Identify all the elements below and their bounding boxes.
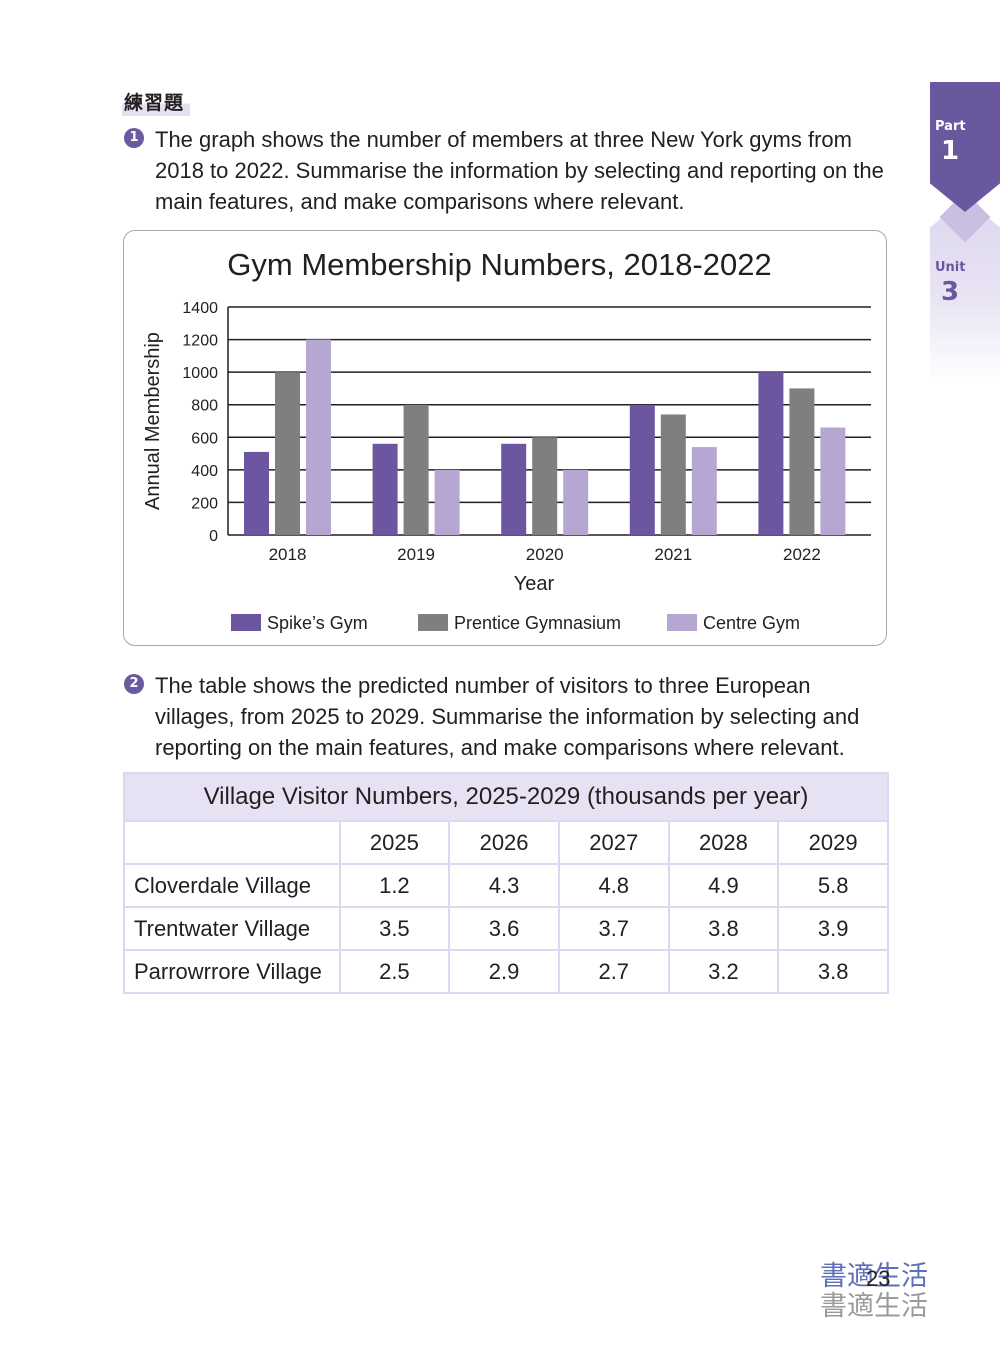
- logo-line-1: 書適生活: [820, 1261, 928, 1292]
- table-row: Parrowrrore Village 2.5 2.9 2.7 3.2 3.8: [123, 949, 889, 994]
- row-label: Trentwater Village: [123, 906, 341, 951]
- table-row: Trentwater Village 3.5 3.6 3.7 3.8 3.9: [123, 906, 889, 951]
- bar-2020-1: [532, 437, 558, 535]
- part-tab: [930, 82, 1000, 212]
- table-cell: 3.9: [777, 906, 889, 951]
- bar-2018-1: [275, 372, 300, 535]
- part-label: Part: [935, 119, 966, 134]
- table-cell: 4.8: [557, 863, 670, 908]
- exercise-heading: 練習題: [122, 88, 191, 116]
- column-header: 2028: [667, 820, 780, 865]
- table-cell: 3.8: [777, 949, 889, 994]
- bar-2019-1: [403, 404, 429, 535]
- row-label: Parrowrrore Village: [123, 949, 341, 994]
- y-tick-label: 800: [191, 398, 218, 415]
- y-tick-label: 1200: [182, 333, 218, 350]
- bar-2019-2: [434, 469, 460, 535]
- table-cell: 4.9: [667, 863, 780, 908]
- question-2-text: The table shows the predicted number of …: [155, 673, 860, 760]
- table-row: Cloverdale Village 1.2 4.3 4.8 4.9 5.8: [123, 863, 889, 908]
- table-cell: 3.8: [667, 906, 780, 951]
- table-cell: 2.7: [557, 949, 670, 994]
- table-cell: 3.7: [557, 906, 670, 951]
- y-tick-label: 1400: [182, 300, 218, 317]
- publisher-logo: 書適生活 書適生活: [820, 1262, 928, 1322]
- question-number-badge: 2: [124, 674, 144, 694]
- table-cell: 3.6: [448, 906, 560, 951]
- x-axis-label: Year: [514, 573, 555, 595]
- part-number: 1: [941, 136, 960, 166]
- bar-2020-0: [501, 443, 527, 535]
- legend-label: Centre Gym: [703, 613, 800, 633]
- bar-2019-0: [372, 443, 398, 535]
- y-tick-label: 0: [209, 528, 218, 545]
- x-tick-label: 2022: [783, 545, 821, 564]
- x-tick-label: 2021: [654, 545, 692, 564]
- x-tick-label: 2018: [269, 545, 307, 564]
- chart-title: Gym Membership Numbers, 2018-2022: [227, 247, 771, 282]
- row-label: Cloverdale Village: [123, 863, 341, 908]
- y-axis-label: Annual Membership: [142, 332, 164, 510]
- unit-number: 3: [941, 277, 960, 307]
- unit-label: Unit: [935, 260, 966, 275]
- x-tick-label: 2020: [526, 545, 564, 564]
- gym-membership-chart: Gym Membership Numbers, 2018-2022 0 200 400…: [123, 230, 887, 646]
- table-cell: 3.5: [338, 906, 451, 951]
- bar-2021-0: [629, 404, 655, 535]
- x-tick-label: 2019: [397, 545, 435, 564]
- table-cell: 3.2: [667, 949, 780, 994]
- column-header: 2026: [448, 820, 560, 865]
- table-corner-cell: [123, 820, 341, 865]
- bar-2018-2: [306, 339, 331, 535]
- question-2: 2 The table shows the predicted number o…: [122, 670, 892, 763]
- bar-2022-2: [820, 427, 846, 535]
- village-visitors-table: Village Visitor Numbers, 2025-2029 (thou…: [123, 772, 889, 994]
- bar-2021-1: [660, 414, 686, 535]
- legend-label: Spike’s Gym: [267, 613, 368, 633]
- legend-label: Prentice Gymnasium: [454, 613, 621, 633]
- bar-2022-0: [758, 372, 784, 535]
- table-header-row: 2025 2026 2027 2028 2029: [123, 820, 889, 865]
- bar-2021-2: [691, 447, 717, 535]
- y-tick-label: 400: [191, 463, 218, 480]
- question-1-text: The graph shows the number of members at…: [155, 127, 884, 214]
- table-cell: 2.5: [338, 949, 451, 994]
- bar-chart-svg: Gym Membership Numbers, 2018-2022 0 200 400…: [142, 247, 871, 633]
- column-header: 2029: [777, 820, 889, 865]
- logo-line-2: 書適生活: [820, 1291, 928, 1322]
- table-cell: 2.9: [448, 949, 560, 994]
- legend-swatch: [667, 614, 697, 631]
- bar-2018-0: [244, 451, 269, 535]
- table-cell: 4.3: [448, 863, 560, 908]
- table-cell: 5.8: [777, 863, 889, 908]
- page-number: 23: [866, 1266, 891, 1291]
- column-header: 2025: [338, 820, 451, 865]
- column-header: 2027: [557, 820, 670, 865]
- legend-swatch: [231, 614, 261, 631]
- legend-swatch: [418, 614, 448, 631]
- y-tick-label: 200: [191, 495, 218, 512]
- bar-2022-1: [789, 388, 815, 535]
- table-cell: 1.2: [338, 863, 451, 908]
- table-title: Village Visitor Numbers, 2025-2029 (thou…: [123, 772, 889, 822]
- bar-2020-2: [563, 469, 589, 535]
- question-1: 1 The graph shows the number of members …: [122, 124, 892, 217]
- y-tick-label: 600: [191, 430, 218, 447]
- question-number-badge: 1: [124, 128, 144, 148]
- y-tick-label: 1000: [182, 365, 218, 382]
